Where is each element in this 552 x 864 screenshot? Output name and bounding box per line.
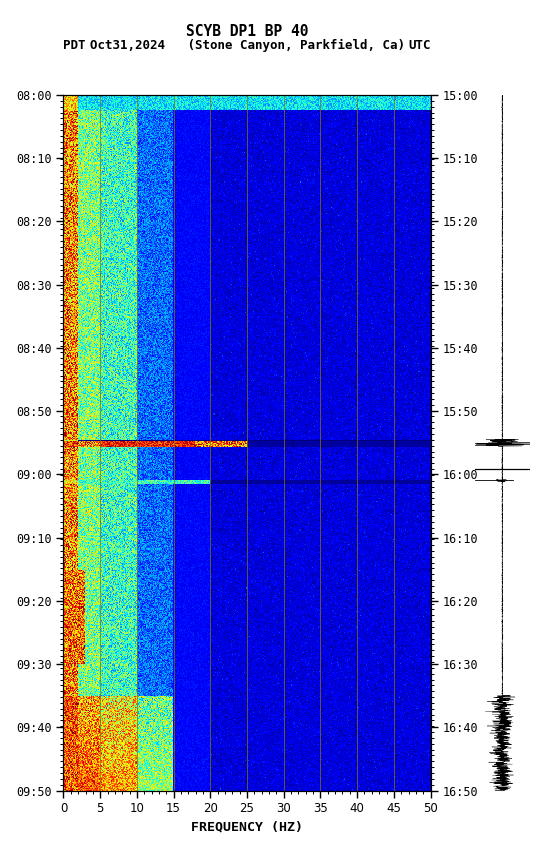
Text: PDT: PDT bbox=[63, 39, 86, 52]
Text: Oct31,2024   (Stone Canyon, Parkfield, Ca): Oct31,2024 (Stone Canyon, Parkfield, Ca) bbox=[89, 39, 405, 52]
Text: UTC: UTC bbox=[408, 39, 431, 52]
Text: SCYB DP1 BP 40: SCYB DP1 BP 40 bbox=[186, 24, 308, 39]
X-axis label: FREQUENCY (HZ): FREQUENCY (HZ) bbox=[191, 821, 303, 834]
